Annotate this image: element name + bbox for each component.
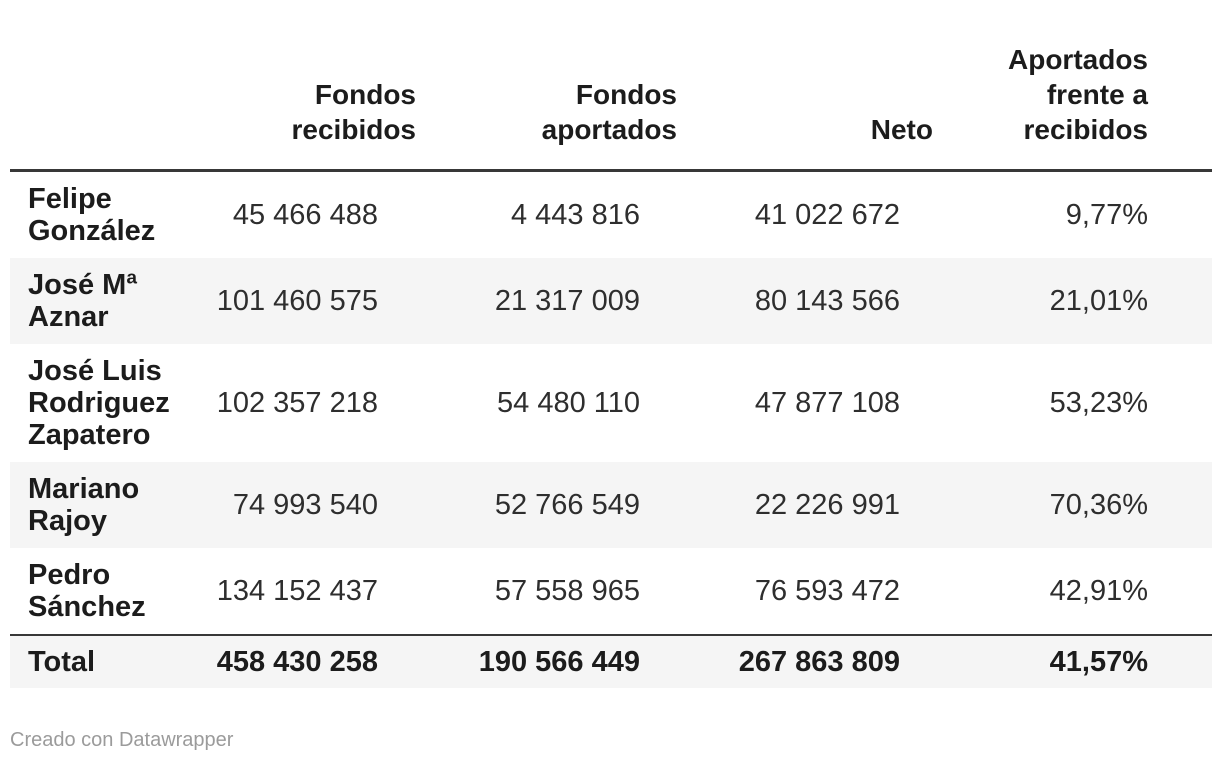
ratio-value: 9,77% [1065,199,1148,231]
col-header-aportados-frente-a-recibidos: Aportados frente a recibidos [933,0,1212,172]
table-row-pedro-sanchez: Pedro Sánchez 134 152 437 57 558 965 76 … [10,548,1212,635]
total-ratio: 41,57% [1049,646,1148,678]
table-row-jose-luis-rodriguez-zapatero: José Luis Rodriguez Zapatero 102 357 218… [10,344,1212,462]
neto-value: 80 143 566 [754,285,900,317]
fondos-recibidos-value: 102 357 218 [216,387,378,419]
table-row-felipe-gonzalez: Felipe González 45 466 488 4 443 816 41 … [10,171,1212,259]
ratio-value: 70,36% [1049,489,1148,521]
total-neto: 267 863 809 [738,646,900,678]
table-row-mariano-rajoy: Mariano Rajoy 74 993 540 52 766 549 22 2… [10,462,1212,548]
neto-value: 47 877 108 [754,387,900,419]
row-name: José Luis Rodriguez Zapatero [28,355,170,451]
fondos-aportados-value: 21 317 009 [494,285,640,317]
datawrapper-credit-link[interactable]: Creado con Datawrapper [10,729,234,751]
ratio-value: 53,23% [1049,387,1148,419]
row-name: José Mª Aznar [28,269,138,333]
total-row: Total 458 430 258 190 566 449 267 863 80… [10,635,1212,688]
total-label: Total [28,646,96,678]
row-name: Mariano Rajoy [28,473,140,537]
col-header-fondos-aportados: Fondos aportados [416,0,677,172]
fondos-aportados-value: 52 766 549 [494,489,640,521]
neto-value: 41 022 672 [754,199,900,231]
total-fondos-aportados: 190 566 449 [478,646,640,678]
fondos-aportados-value: 57 558 965 [494,575,640,607]
fondos-aportados-value: 54 480 110 [497,387,640,419]
col-header-neto: Neto [677,0,933,172]
neto-value: 22 226 991 [754,489,900,521]
fondos-aportados-value: 4 443 816 [510,199,640,231]
corner-header-cell [10,0,180,172]
fondos-recibidos-value: 134 152 437 [216,575,378,607]
table-row-jose-maria-aznar: José Mª Aznar 101 460 575 21 317 009 80 … [10,258,1212,344]
fondos-recibidos-value: 101 460 575 [216,285,378,317]
ratio-value: 21,01% [1049,285,1148,317]
fondos-recibidos-value: 45 466 488 [232,199,378,231]
fondos-recibidos-value: 74 993 540 [232,489,378,521]
col-header-fondos-recibidos: Fondos recibidos [180,0,416,172]
funds-table: Fondos recibidos Fondos aportados Neto A… [10,0,1212,688]
row-name: Pedro Sánchez [28,559,146,623]
row-name: Felipe González [28,183,156,247]
header-row: Fondos recibidos Fondos aportados Neto A… [10,0,1212,172]
total-fondos-recibidos: 458 430 258 [216,646,378,678]
neto-value: 76 593 472 [754,575,900,607]
ratio-value: 42,91% [1049,575,1148,607]
